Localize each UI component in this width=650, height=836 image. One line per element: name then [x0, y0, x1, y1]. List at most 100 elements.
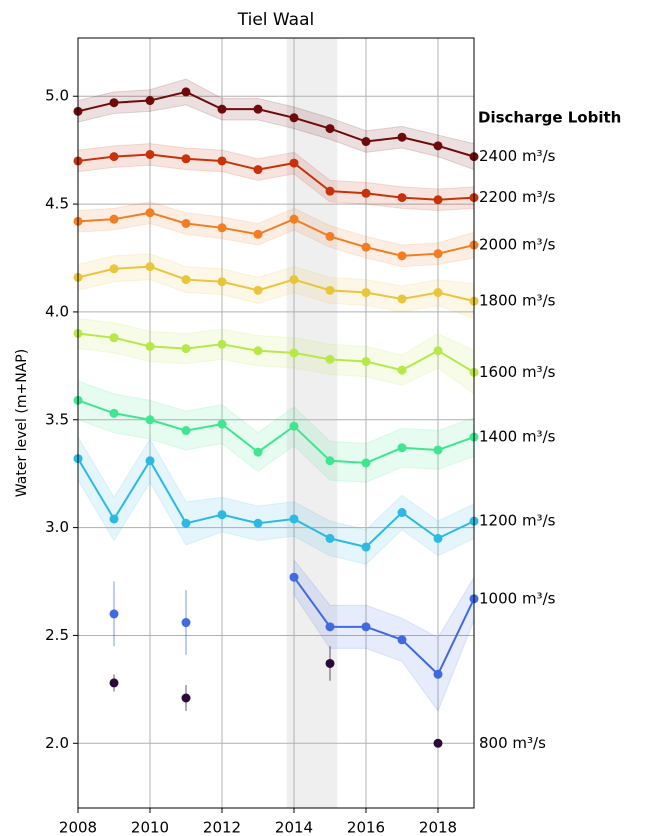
point [325, 658, 335, 668]
series-label: 2200 m³/s [479, 188, 556, 206]
point [325, 622, 335, 632]
y-tick-label: 2.5 [45, 626, 69, 644]
series-line [77, 153, 475, 201]
point [217, 419, 227, 429]
point [109, 408, 119, 418]
y-tick-label: 3.5 [45, 410, 69, 428]
series-line [77, 399, 475, 464]
point [181, 87, 191, 97]
point [433, 346, 443, 356]
uncertainty-band [77, 143, 475, 212]
point [397, 294, 407, 304]
point [361, 188, 371, 198]
point [145, 149, 155, 159]
point [145, 262, 155, 272]
x-tick-label: 2014 [275, 819, 313, 836]
point [181, 344, 191, 354]
y-tick-label: 4.0 [45, 302, 69, 320]
point [361, 357, 371, 367]
point [397, 508, 407, 518]
point [325, 231, 335, 241]
point [181, 426, 191, 436]
point [289, 348, 299, 358]
series-line [77, 211, 475, 257]
series-label: 1600 m³/s [479, 363, 556, 381]
point [253, 346, 263, 356]
point [433, 533, 443, 543]
series-line [77, 458, 475, 549]
y-tick-label: 4.5 [45, 195, 69, 213]
uncertainty-band [77, 317, 475, 395]
point [217, 223, 227, 233]
point [109, 214, 119, 224]
y-tick-label: 3.0 [45, 518, 69, 536]
point [253, 104, 263, 114]
series-label: 800 m³/s [479, 734, 546, 752]
y-tick-label: 2.0 [45, 734, 69, 752]
point [325, 456, 335, 466]
point [289, 572, 299, 582]
point [181, 275, 191, 285]
point [433, 141, 443, 151]
point [253, 447, 263, 457]
point [181, 218, 191, 228]
series-line [293, 576, 475, 676]
chart-title: Tiel Waal [237, 10, 314, 30]
point [289, 421, 299, 431]
point [397, 365, 407, 375]
y-axis-label: Water level (m+NAP) [14, 349, 30, 497]
point [397, 443, 407, 453]
series-line [77, 90, 475, 158]
point [361, 458, 371, 468]
point [325, 533, 335, 543]
x-tick-label: 2010 [131, 819, 169, 836]
point [361, 288, 371, 298]
point [325, 354, 335, 364]
point [433, 288, 443, 298]
point [361, 622, 371, 632]
point [109, 333, 119, 343]
point [397, 251, 407, 261]
point [397, 132, 407, 142]
point [109, 609, 119, 619]
series-line [77, 265, 475, 303]
series-line [77, 332, 475, 374]
x-tick-label: 2016 [347, 819, 385, 836]
point [217, 156, 227, 166]
point [145, 96, 155, 106]
point [145, 208, 155, 218]
point [145, 341, 155, 351]
point [109, 98, 119, 108]
legend-title: Discharge Lobith [478, 109, 621, 127]
point [433, 195, 443, 205]
series-label: 2000 m³/s [479, 236, 556, 254]
plot-frame [77, 37, 475, 809]
series-label: 1200 m³/s [479, 512, 556, 530]
point [253, 285, 263, 295]
x-tick-label: 2012 [203, 819, 241, 836]
point [253, 165, 263, 175]
point [253, 229, 263, 239]
point [289, 158, 299, 168]
point [109, 152, 119, 162]
point [397, 193, 407, 203]
point [433, 669, 443, 679]
point [325, 186, 335, 196]
point [109, 678, 119, 688]
point [325, 285, 335, 295]
point [181, 693, 191, 703]
series-label: 1000 m³/s [479, 589, 556, 607]
point [109, 264, 119, 274]
point [289, 113, 299, 123]
point [145, 415, 155, 425]
y-tick-label: 5.0 [45, 87, 69, 105]
point [217, 339, 227, 349]
point [361, 542, 371, 552]
point [289, 514, 299, 524]
point [109, 514, 119, 524]
x-tick-label: 2018 [419, 819, 457, 836]
point [397, 635, 407, 645]
point [361, 137, 371, 147]
point [433, 738, 443, 748]
